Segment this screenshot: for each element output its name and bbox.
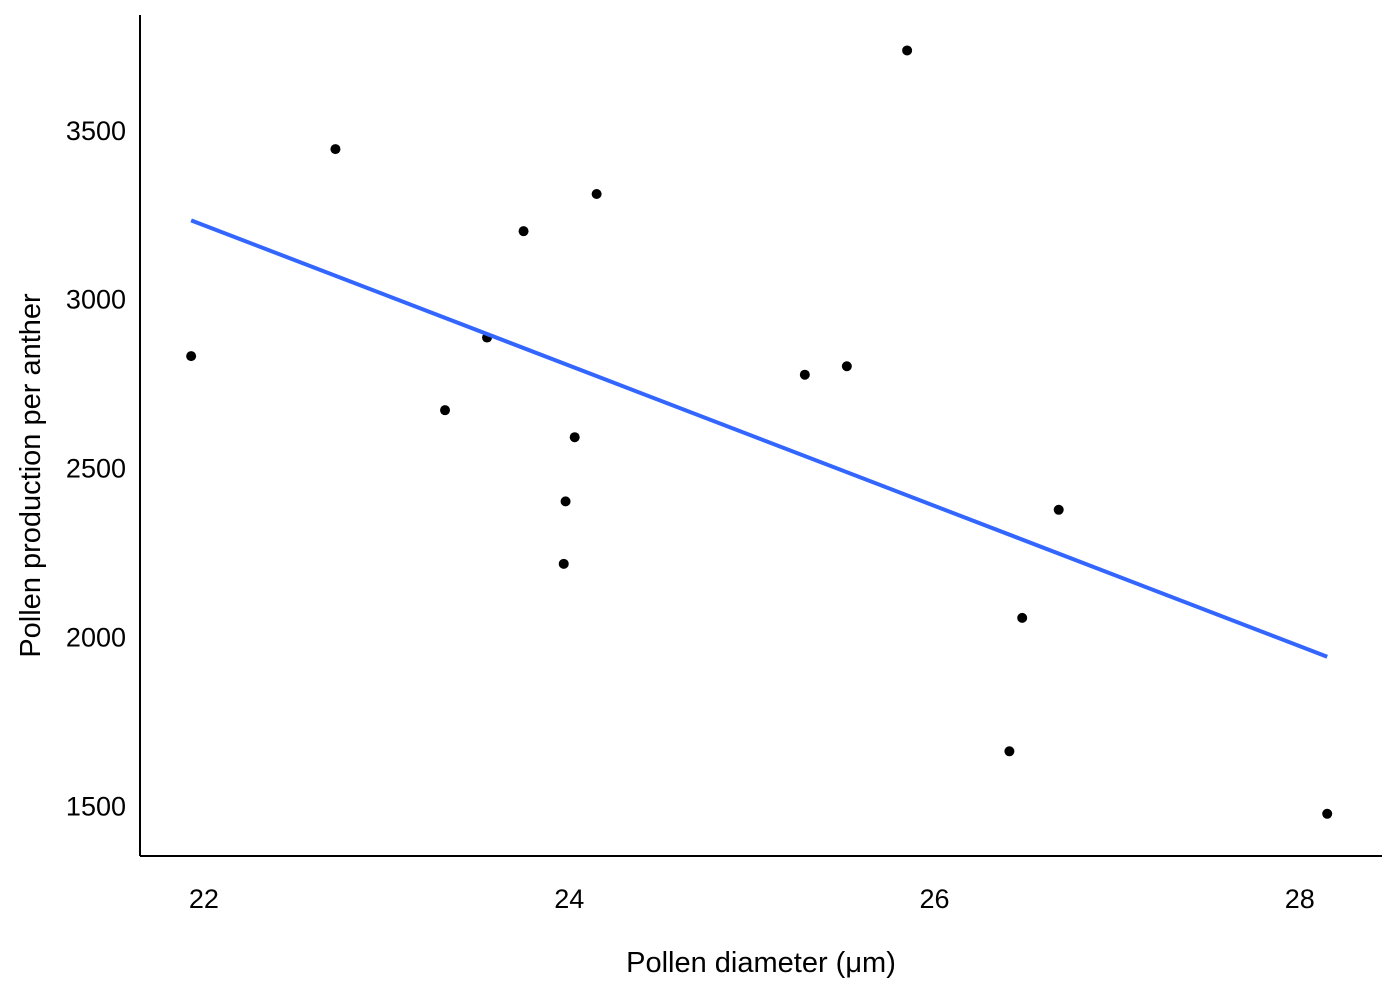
data-point-9 <box>591 189 602 200</box>
x-tick-label-26: 26 <box>919 884 949 914</box>
y-tick-label-1500: 1500 <box>66 791 126 821</box>
data-point-15 <box>1053 504 1064 515</box>
data-point-12 <box>902 45 913 56</box>
data-point-1 <box>186 351 197 362</box>
data-point-10 <box>799 369 810 380</box>
y-tick-label-3000: 3000 <box>66 285 126 315</box>
x-tick-label-24: 24 <box>554 884 584 914</box>
data-point-3 <box>440 405 451 416</box>
trend-line-group <box>190 218 1328 659</box>
data-point-11 <box>841 361 852 372</box>
data-point-14 <box>1017 612 1028 623</box>
y-axis-ticks: 1500 2000 2500 3000 3500 <box>66 116 126 822</box>
data-point-16 <box>1322 808 1333 819</box>
data-point-7 <box>560 496 571 507</box>
x-tick-label-28: 28 <box>1285 884 1315 914</box>
x-axis-title: Pollen diameter (μm) <box>626 947 896 979</box>
trend-line <box>190 218 1328 659</box>
data-point-5 <box>518 226 529 237</box>
x-axis-ticks: 22 24 26 28 <box>189 884 1315 914</box>
x-tick-label-22: 22 <box>189 884 219 914</box>
data-point-2 <box>330 144 341 155</box>
y-tick-label-2000: 2000 <box>66 622 126 652</box>
y-tick-label-2500: 2500 <box>66 454 126 484</box>
data-points <box>186 45 1333 819</box>
data-point-13 <box>1004 746 1015 757</box>
y-tick-label-3500: 3500 <box>66 116 126 146</box>
data-point-6 <box>558 558 569 569</box>
y-axis-title: Pollen production per anther <box>15 293 47 658</box>
data-point-8 <box>569 432 580 443</box>
